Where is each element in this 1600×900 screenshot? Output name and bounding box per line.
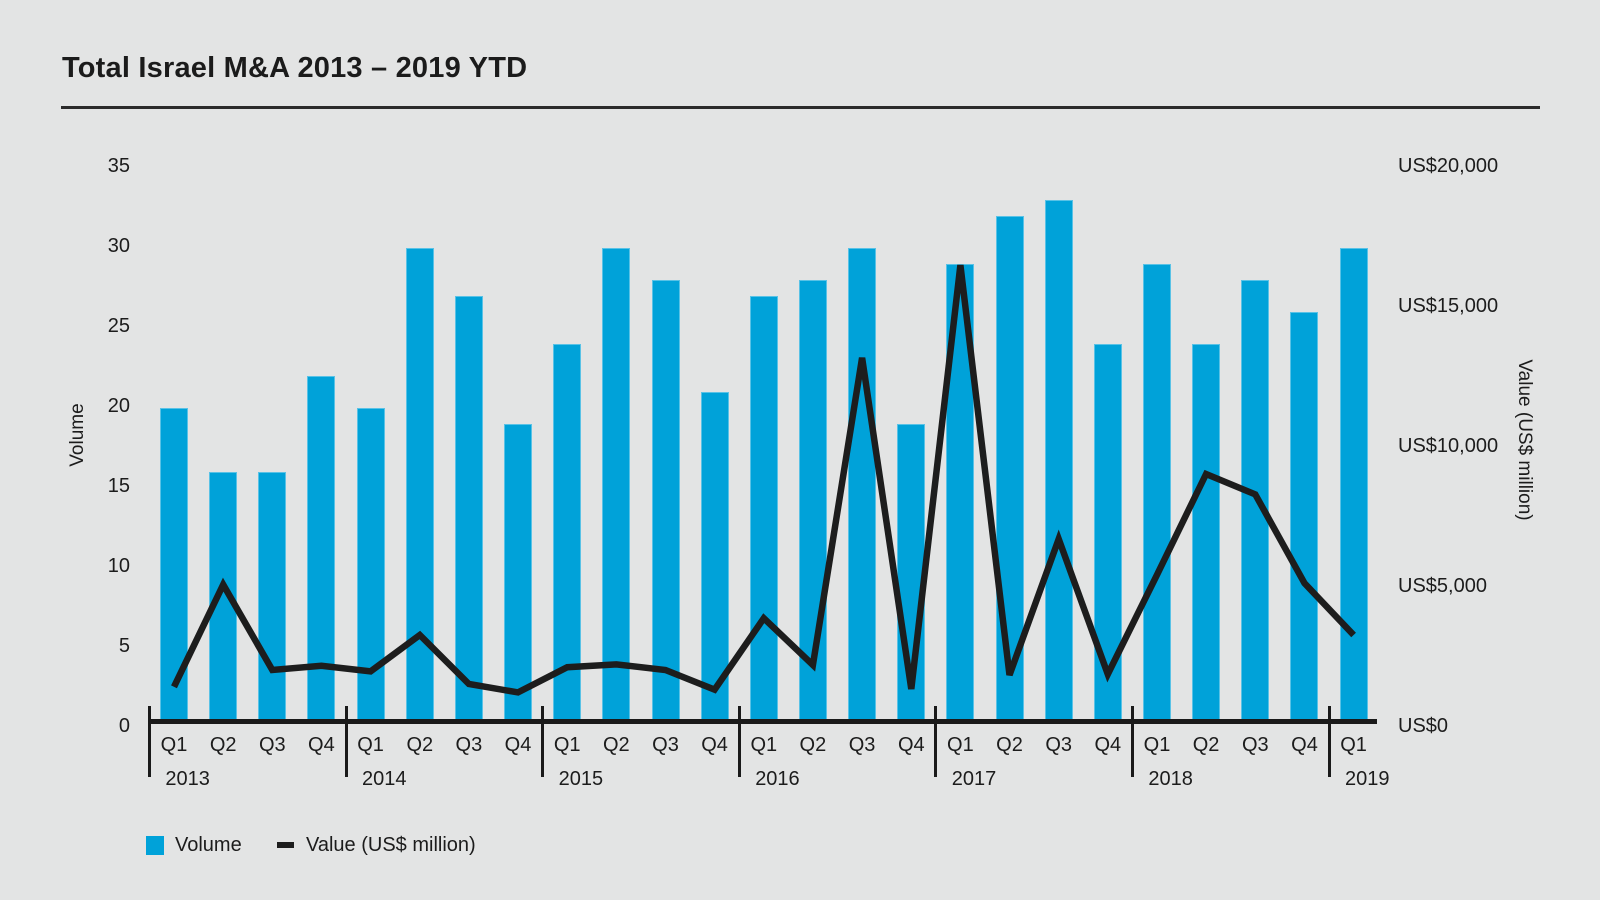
year-label-2018: 2018	[1148, 768, 1193, 790]
bar-2018-Q2	[1192, 344, 1221, 724]
bar-2015-Q2	[602, 248, 631, 724]
quarter-label-2017-Q4: Q4	[1094, 734, 1122, 756]
quarter-label-2018-Q2: Q2	[1192, 734, 1220, 756]
year-separator-2013	[147, 706, 151, 777]
bar-2018-Q1	[1143, 264, 1171, 724]
quarter-label-2015-Q1: Q1	[553, 734, 581, 756]
bar-2016-Q1	[749, 296, 778, 724]
legend-volume-label: Volume	[175, 833, 242, 856]
bar-2017-Q3	[1044, 200, 1073, 724]
right-axis-tick-10000: US$10,000	[1398, 435, 1499, 457]
year-label-2015: 2015	[558, 768, 604, 790]
left-axis-tick-20: 20	[107, 395, 130, 417]
quarter-label-2014-Q1: Q1	[357, 734, 384, 756]
bar-2013-Q3	[258, 472, 287, 724]
bar-2018-Q3	[1241, 280, 1270, 724]
legend-value-label: Value (US$ million)	[306, 833, 476, 856]
quarter-label-2017-Q1: Q1	[947, 734, 974, 756]
legend-item-value: Value (US$ million)	[277, 832, 476, 858]
bar-2018-Q4	[1290, 312, 1319, 724]
year-separator-2015	[541, 706, 545, 777]
bar-2017-Q4	[1093, 344, 1122, 724]
quarter-label-2013-Q2: Q2	[209, 734, 237, 756]
year-label-2019: 2019	[1345, 768, 1390, 790]
chart-title: Total Israel M&A 2013 – 2019 YTD	[62, 52, 528, 84]
quarter-label-2013-Q3: Q3	[258, 734, 286, 756]
quarter-label-2014-Q4: Q4	[504, 734, 532, 756]
year-separator-2014	[344, 706, 348, 777]
left-axis-tick-25: 25	[107, 315, 130, 337]
left-axis-tick-0: 0	[118, 715, 130, 737]
bar-2015-Q1	[553, 344, 582, 724]
quarter-label-2016-Q4: Q4	[897, 734, 925, 756]
left-axis-tick-5: 5	[118, 635, 130, 657]
year-label-2016: 2016	[755, 768, 800, 790]
left-axis-tick-10: 10	[107, 555, 130, 577]
title-rule	[61, 106, 1540, 109]
value-line-swatch-icon	[277, 842, 294, 848]
quarter-label-2013-Q4: Q4	[308, 734, 335, 756]
quarter-label-2016-Q1: Q1	[750, 734, 778, 756]
right-axis-tick-20000: US$20,000	[1398, 155, 1499, 177]
quarter-label-2015-Q3: Q3	[652, 734, 679, 756]
bar-2017-Q2	[995, 216, 1024, 724]
bar-2014-Q4	[504, 424, 533, 724]
value-line	[171, 264, 1356, 696]
legend-item-volume: Volume	[146, 832, 242, 858]
quarter-label-2016-Q3: Q3	[848, 734, 876, 756]
year-label-2013: 2013	[165, 768, 210, 790]
year-separator-2016	[737, 706, 741, 777]
left-axis-tick-35: 35	[107, 155, 130, 177]
left-axis-tick-30: 30	[107, 235, 130, 257]
year-separator-2018	[1130, 706, 1134, 777]
year-separator-2017	[934, 706, 938, 777]
bar-2016-Q3	[848, 248, 877, 724]
quarter-label-2015-Q4: Q4	[701, 734, 728, 756]
quarter-label-2018-Q4: Q4	[1291, 734, 1318, 756]
year-separator-2019	[1327, 706, 1331, 777]
quarter-label-2015-Q2: Q2	[602, 734, 630, 756]
right-axis-tick-15000: US$15,000	[1398, 295, 1499, 317]
quarter-label-2014-Q3: Q3	[455, 734, 483, 756]
right-axis-tick-5000: US$5,000	[1398, 575, 1487, 597]
volume-swatch-icon	[146, 835, 164, 855]
year-label-2017: 2017	[951, 768, 997, 790]
x-axis-baseline	[149, 719, 1377, 724]
bar-2015-Q4	[700, 392, 729, 724]
quarter-label-2016-Q2: Q2	[799, 734, 827, 756]
bar-2019-Q1	[1339, 248, 1368, 724]
bar-2014-Q3	[454, 296, 483, 724]
quarter-label-2014-Q2: Q2	[406, 734, 434, 756]
quarter-label-2019-Q1: Q1	[1340, 734, 1367, 756]
quarter-label-2018-Q1: Q1	[1143, 734, 1171, 756]
right-axis-tick-0: US$0	[1398, 715, 1449, 737]
year-label-2014: 2014	[362, 768, 407, 790]
quarter-label-2017-Q2: Q2	[996, 734, 1023, 756]
left-axis-tick-15: 15	[107, 475, 130, 497]
quarter-label-2017-Q3: Q3	[1045, 734, 1073, 756]
quarter-label-2013-Q1: Q1	[160, 734, 188, 756]
quarter-label-2018-Q3: Q3	[1241, 734, 1269, 756]
